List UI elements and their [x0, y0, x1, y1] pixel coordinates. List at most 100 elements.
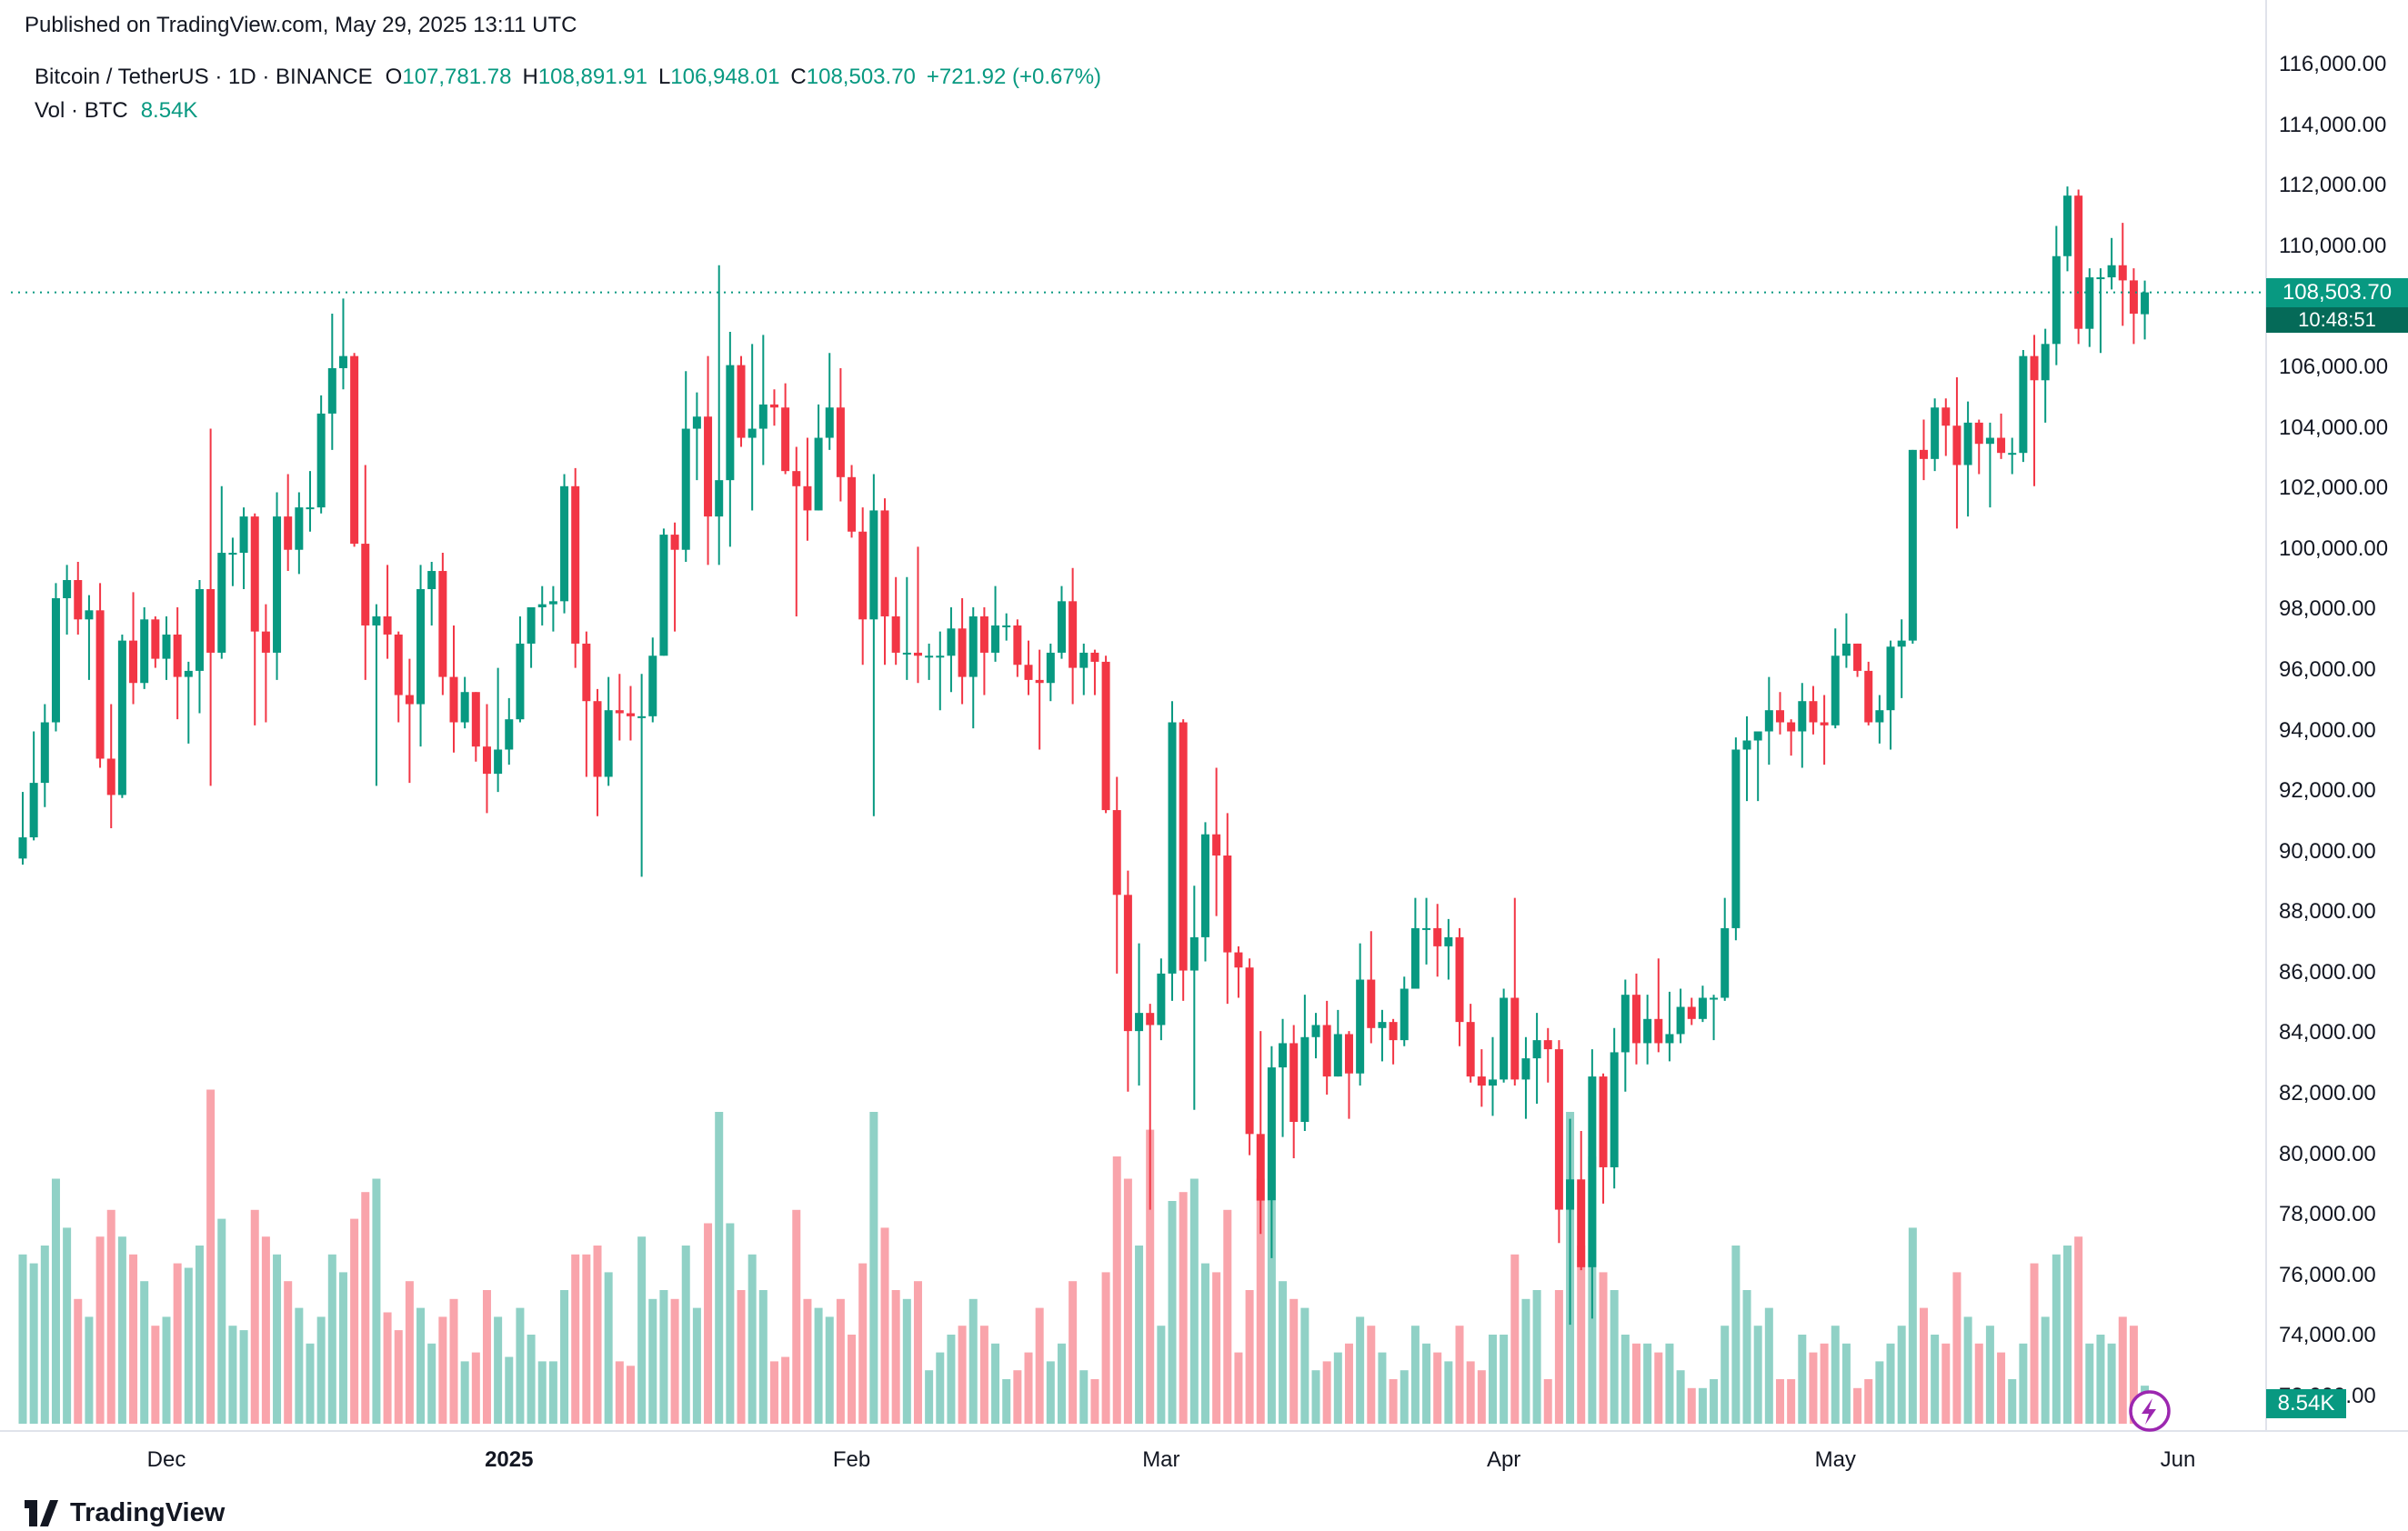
candle-body [471, 692, 480, 747]
candle-body [548, 601, 557, 605]
volume-bar [1466, 1361, 1475, 1424]
candle-body [449, 676, 458, 723]
candle-body [1963, 422, 1972, 465]
candle-body [394, 634, 403, 695]
volume-bar [383, 1312, 392, 1424]
ohlc-low: L106,948.01 [658, 65, 779, 90]
candle-body [206, 589, 216, 653]
candle-body [85, 610, 94, 620]
candle-body [1455, 936, 1464, 1023]
volume-bar [1267, 1201, 1276, 1424]
ohlc-high: H108,891.91 [522, 65, 647, 90]
candle-body [494, 749, 503, 775]
volume-bar [659, 1290, 668, 1424]
volume-bar [1853, 1387, 1862, 1424]
tradingview-logo-icon[interactable] [25, 1499, 58, 1527]
volume-bar [1410, 1326, 1420, 1424]
candle-body [1731, 749, 1741, 928]
volume-bar [737, 1290, 746, 1424]
volume-bar [825, 1316, 834, 1424]
candle-body [792, 471, 801, 486]
volume-bar [1444, 1361, 1453, 1424]
volume-bar [1035, 1307, 1044, 1424]
volume-bar [1820, 1343, 1829, 1424]
candle-body [361, 544, 370, 625]
volume-bar [1234, 1352, 1243, 1424]
candle-body [2019, 355, 2028, 454]
candle-body [74, 580, 83, 620]
volume-bar [1289, 1298, 1299, 1424]
candle-body [582, 643, 591, 702]
candle-countdown: 10:48:51 [2266, 306, 2408, 333]
candle-body [758, 404, 768, 429]
volume-bar [604, 1272, 613, 1424]
volume-bar [593, 1246, 602, 1424]
volume-bar [18, 1254, 27, 1424]
volume-bar [1532, 1290, 1541, 1424]
volume-bar [747, 1254, 757, 1424]
volume-bar [1676, 1370, 1685, 1424]
volume-label: Vol · BTC [35, 97, 128, 123]
volume-bar [615, 1361, 624, 1424]
candle-body [1146, 1013, 1155, 1026]
brand-name[interactable]: TradingView [70, 1498, 226, 1527]
candle-body [1046, 652, 1055, 684]
volume-bar [1974, 1343, 1983, 1424]
candle-body [1886, 646, 1895, 711]
volume-bar [129, 1254, 138, 1424]
volume-bar [471, 1352, 480, 1424]
candle-body [947, 628, 956, 656]
volume-bar [1886, 1343, 1895, 1424]
volume-bar [1665, 1343, 1674, 1424]
volume-bar [2074, 1236, 2083, 1424]
candle-body [692, 416, 701, 429]
candle-body [1952, 425, 1962, 465]
candle-body [1997, 437, 2006, 454]
volume-bar [1200, 1263, 1209, 1424]
volume-bar [1654, 1352, 1663, 1424]
volume-bar [1908, 1227, 1917, 1424]
ohlc-open: O107,781.78 [386, 65, 512, 90]
volume-bar [704, 1223, 713, 1424]
flash-button[interactable] [2126, 1387, 2173, 1435]
volume-bar [670, 1298, 679, 1424]
candle-body [1079, 652, 1089, 668]
volume-bar [516, 1307, 525, 1424]
volume-bar [427, 1343, 436, 1424]
volume-bar [284, 1281, 293, 1424]
candle-body [117, 640, 126, 796]
candle-body [338, 355, 347, 368]
candle-body [1631, 995, 1640, 1044]
candle-body [1687, 1006, 1696, 1019]
candle-body [1157, 973, 1166, 1026]
candle-body [1289, 1043, 1299, 1123]
volume-bar [250, 1209, 259, 1424]
candle-body [372, 615, 381, 625]
candle-body [1510, 997, 1520, 1080]
current-price-value: 108,503.70 [2266, 277, 2408, 307]
volume-bar [1123, 1178, 1132, 1424]
candle-body [1433, 927, 1442, 946]
volume-bar [1919, 1307, 1928, 1424]
volume-bar [1189, 1178, 1199, 1424]
volume-bar [1433, 1352, 1442, 1424]
volume-bar [1245, 1290, 1254, 1424]
candle-body [958, 628, 967, 677]
candle-body [1588, 1076, 1597, 1267]
candle-body [1245, 967, 1254, 1135]
low-label: L [657, 64, 671, 89]
volume-bar [1079, 1370, 1089, 1424]
volume-bar [726, 1223, 735, 1424]
published-line: Published on TradingView.com, May 29, 20… [25, 13, 577, 37]
volume-bar [1168, 1201, 1177, 1424]
candle-body [737, 365, 746, 438]
volume-bar [692, 1307, 701, 1424]
volume-bar [140, 1281, 149, 1424]
volume-bar [1046, 1361, 1055, 1424]
volume-bar [2107, 1343, 2116, 1424]
candle-body [891, 615, 900, 653]
volume-bar [582, 1254, 591, 1424]
candle-body [913, 652, 922, 656]
volume-bar [2030, 1263, 2039, 1424]
